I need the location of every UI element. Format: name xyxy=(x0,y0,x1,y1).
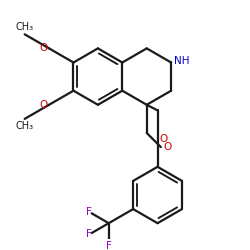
Text: NH: NH xyxy=(174,56,189,66)
Text: O: O xyxy=(163,142,171,152)
Text: CH₃: CH₃ xyxy=(16,122,34,132)
Text: F: F xyxy=(106,240,112,250)
Text: CH₃: CH₃ xyxy=(16,22,34,32)
Text: O: O xyxy=(39,44,47,54)
Text: F: F xyxy=(86,207,92,217)
Text: O: O xyxy=(160,134,168,143)
Text: O: O xyxy=(39,100,47,110)
Text: F: F xyxy=(86,229,92,239)
